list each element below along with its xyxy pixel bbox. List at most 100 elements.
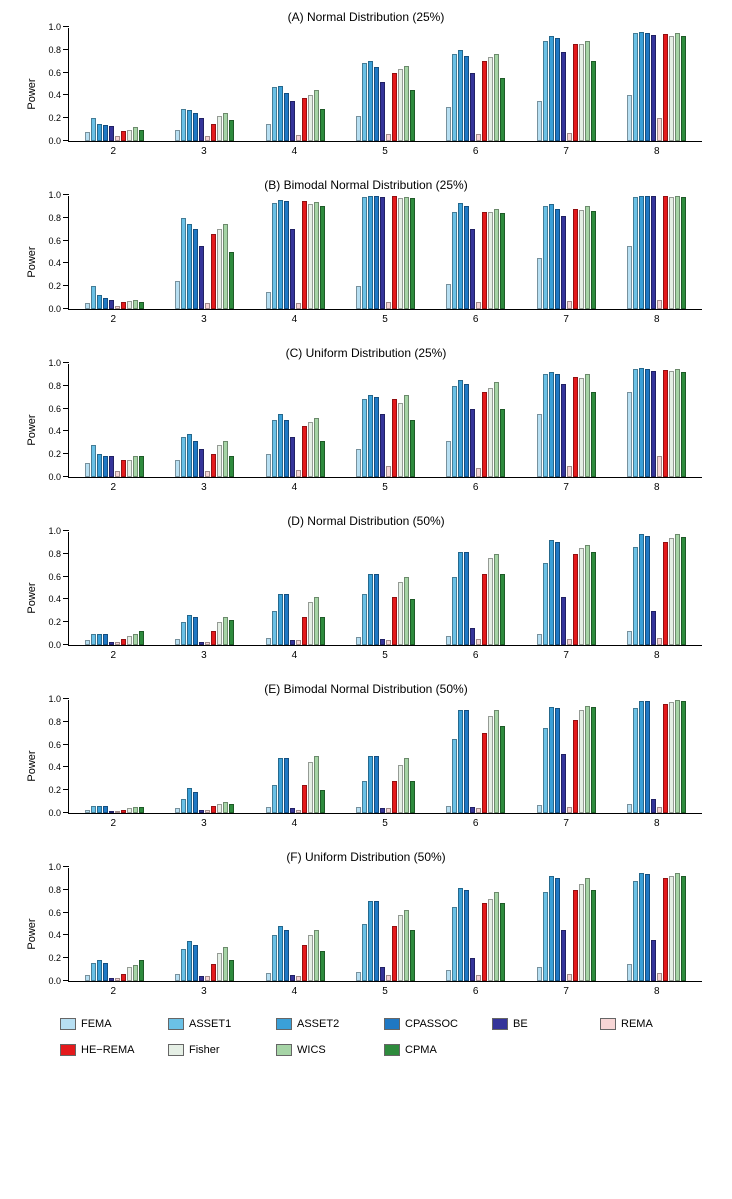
- x-tick-label: 8: [611, 984, 702, 1000]
- bar: [356, 286, 361, 309]
- bar-group: [159, 218, 249, 309]
- bar: [645, 369, 650, 477]
- legend-item: CPMA: [384, 1044, 474, 1056]
- bar: [657, 973, 662, 981]
- bar: [302, 426, 307, 477]
- bar: [109, 456, 114, 477]
- bar: [290, 808, 295, 813]
- bar: [85, 463, 90, 477]
- bar: [591, 211, 596, 309]
- x-tick-label: 4: [249, 312, 340, 328]
- bar: [500, 726, 505, 813]
- bar: [121, 810, 126, 813]
- bar: [585, 545, 590, 645]
- x-tick-label: 5: [340, 648, 431, 664]
- bar: [537, 967, 542, 981]
- bar: [115, 642, 120, 645]
- bar: [555, 374, 560, 477]
- bar: [579, 210, 584, 309]
- bar-group: [340, 196, 430, 309]
- y-tick-label: 1.0: [39, 526, 61, 536]
- bar: [561, 52, 566, 141]
- bar: [633, 881, 638, 981]
- y-axis-label: Power: [26, 750, 38, 781]
- bar: [446, 636, 451, 645]
- bar: [579, 378, 584, 477]
- y-axis-label: Power: [26, 582, 38, 613]
- bar: [645, 196, 650, 309]
- legend-swatch: [384, 1018, 400, 1030]
- bar: [410, 781, 415, 813]
- x-tick-label: 3: [159, 144, 250, 160]
- x-tick-label: 4: [249, 816, 340, 832]
- bar: [663, 34, 668, 141]
- bar: [133, 965, 138, 981]
- bar: [579, 710, 584, 813]
- bar: [199, 118, 204, 141]
- bar: [91, 445, 96, 477]
- bar: [308, 204, 313, 309]
- x-tick-label: 5: [340, 144, 431, 160]
- bar: [675, 534, 680, 645]
- legend-item: HE−REMA: [60, 1044, 150, 1056]
- bar: [681, 537, 686, 645]
- bar: [103, 963, 108, 981]
- bar: [398, 582, 403, 645]
- bar: [320, 951, 325, 981]
- bar: [278, 86, 283, 141]
- bar: [645, 33, 650, 141]
- bar: [633, 369, 638, 477]
- bar: [681, 701, 686, 813]
- x-tick-label: 3: [159, 648, 250, 664]
- bar: [356, 116, 361, 141]
- bar: [452, 907, 457, 981]
- y-tick-label: 1.0: [39, 22, 61, 32]
- bar: [320, 617, 325, 646]
- bar: [645, 701, 650, 813]
- plot-area: 0.00.20.40.60.81.0: [68, 364, 702, 478]
- y-tick-label: 0.2: [39, 617, 61, 627]
- x-tick-label: 2: [68, 312, 159, 328]
- bar: [362, 197, 367, 309]
- legend-item: WICS: [276, 1044, 366, 1056]
- bar: [139, 960, 144, 981]
- bar: [555, 878, 560, 981]
- legend-label: Fisher: [189, 1044, 220, 1056]
- bar: [103, 806, 108, 813]
- bar: [302, 785, 307, 814]
- x-axis-labels: 2345678: [68, 312, 702, 328]
- bar: [374, 196, 379, 309]
- bar: [199, 246, 204, 309]
- legend-swatch: [60, 1044, 76, 1056]
- y-tick-label: 0.2: [39, 785, 61, 795]
- bar: [266, 124, 271, 141]
- legend: FEMAASSET1ASSET2CPASSOCBEREMAHE−REMAFish…: [60, 1018, 702, 1056]
- bar-group: [612, 368, 702, 477]
- bar: [362, 594, 367, 645]
- legend-swatch: [600, 1018, 616, 1030]
- bar: [272, 420, 277, 477]
- x-tick-label: 2: [68, 144, 159, 160]
- bar: [446, 284, 451, 309]
- bar: [669, 36, 674, 141]
- bar: [85, 303, 90, 309]
- panel-title: (F) Uniform Distribution (50%): [20, 850, 712, 864]
- legend-swatch: [60, 1018, 76, 1030]
- bar: [464, 552, 469, 645]
- bar: [675, 196, 680, 309]
- legend-swatch: [276, 1044, 292, 1056]
- bar: [392, 597, 397, 645]
- bar: [362, 63, 367, 141]
- bar: [296, 810, 301, 813]
- bar: [199, 976, 204, 981]
- bar-group: [250, 86, 340, 141]
- bar: [470, 628, 475, 645]
- bar: [127, 967, 132, 981]
- x-tick-label: 3: [159, 312, 250, 328]
- bar: [181, 799, 186, 813]
- bar: [314, 930, 319, 981]
- bar: [464, 384, 469, 477]
- bar: [211, 124, 216, 141]
- bar: [223, 224, 228, 310]
- bar: [374, 574, 379, 645]
